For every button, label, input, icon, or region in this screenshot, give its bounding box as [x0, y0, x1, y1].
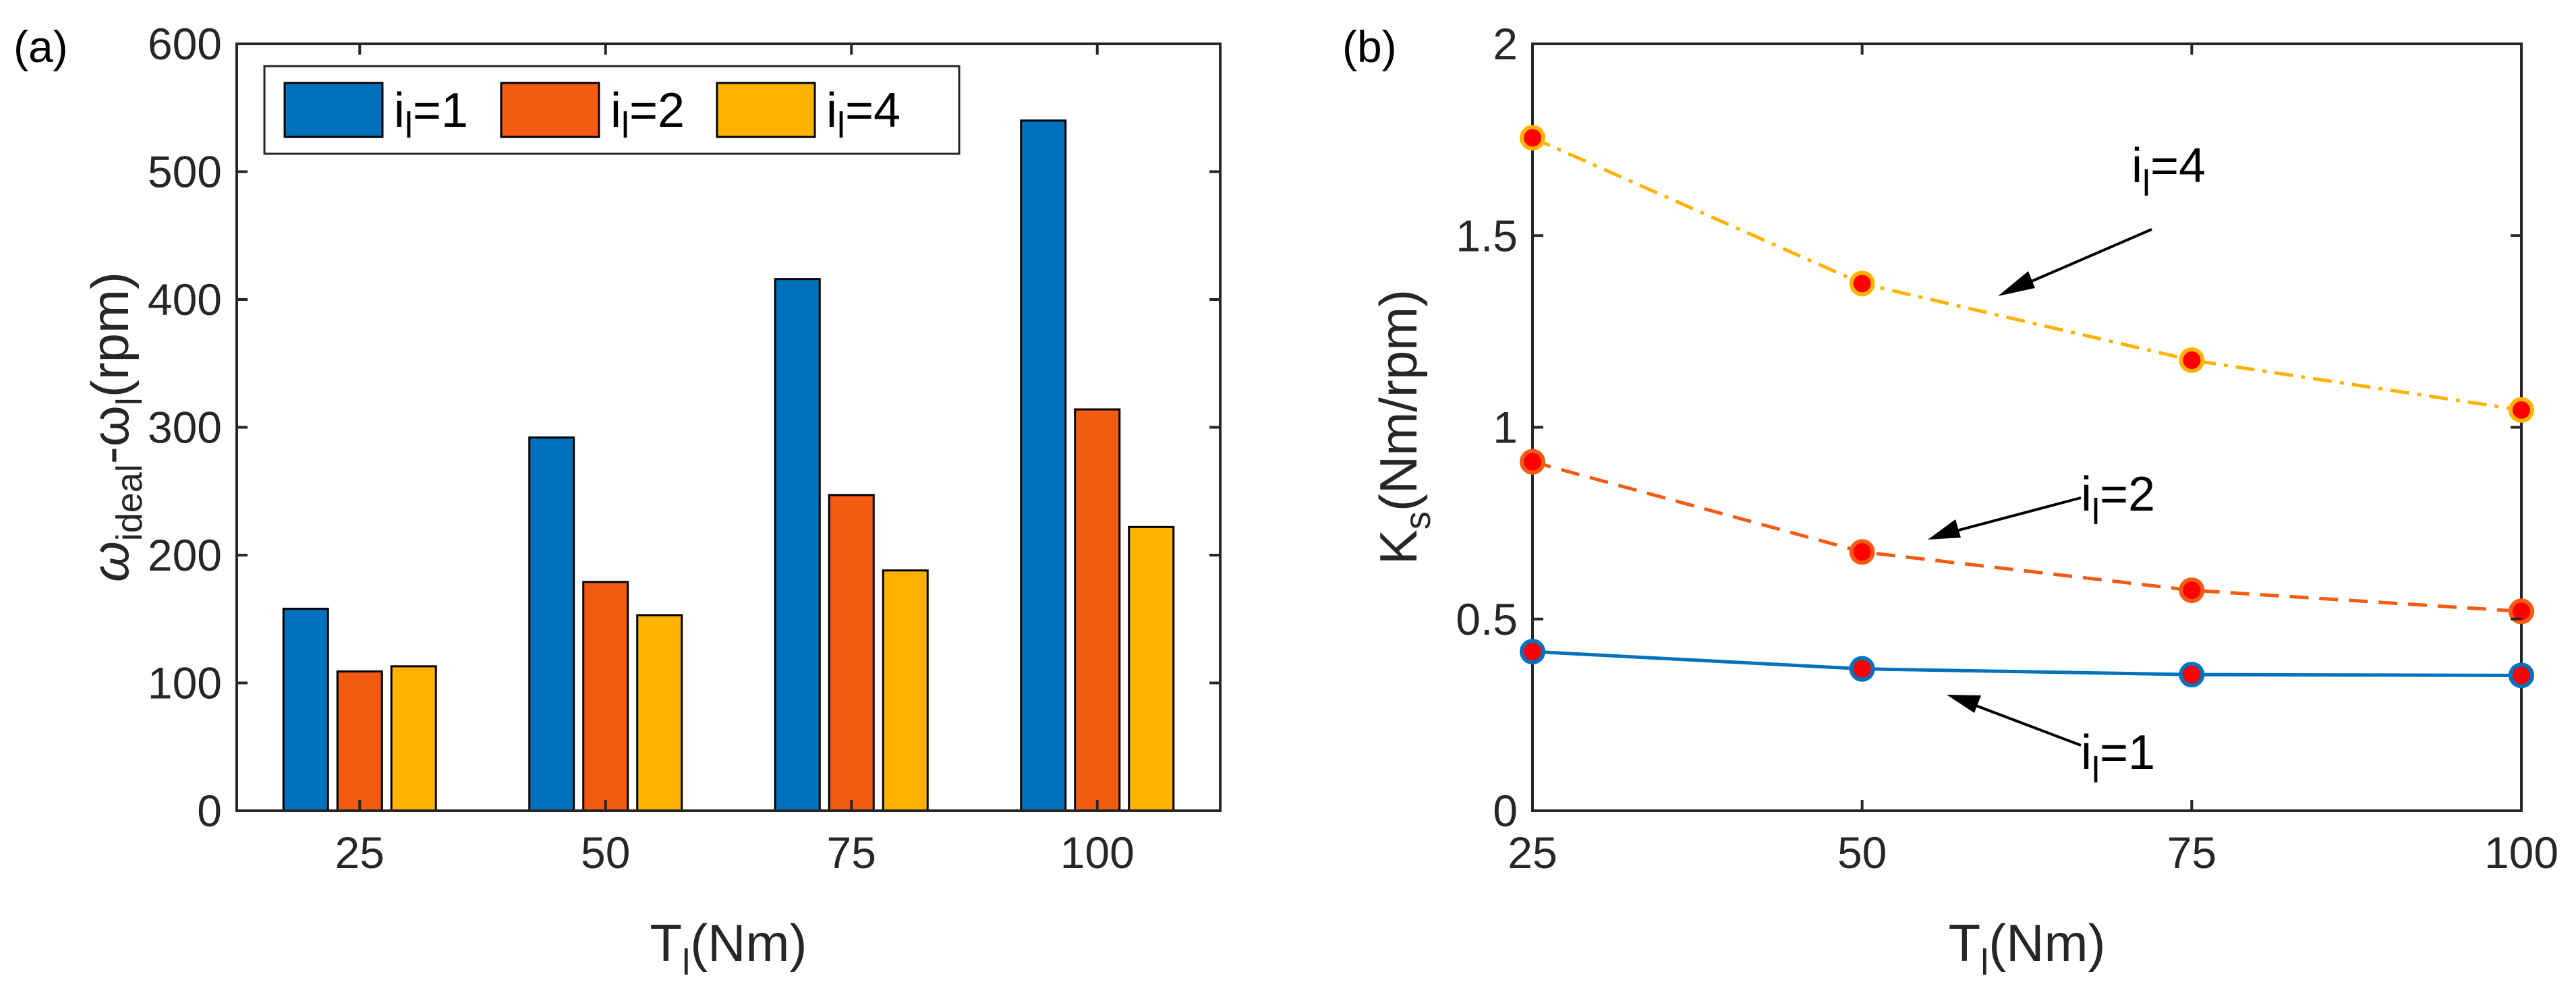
marker-i4-50	[1849, 270, 1875, 297]
y-tick-label-a-400: 400	[148, 275, 222, 324]
annotations: il=4 il=2 il=1	[1928, 139, 2206, 791]
xlabel-a-sub: l	[682, 942, 690, 983]
bar-i1-25	[282, 608, 329, 812]
x-tick-label-a-50: 50	[581, 828, 630, 878]
bar-i2-50	[582, 581, 629, 812]
marker-i2-50	[1849, 539, 1875, 565]
series-markers	[1520, 125, 2534, 689]
y-tick-label-a-0: 0	[197, 786, 222, 836]
legend-swatch-2	[500, 82, 600, 138]
x-tick-label-b-100: 100	[2484, 828, 2558, 878]
ylabel-b-sub: s	[1398, 511, 1438, 529]
ylabel-a-sub1: ideal	[109, 464, 150, 541]
marker-i4-25	[1520, 125, 1545, 151]
y-axis-ticks-b: 0 0.5 1 1.5 2	[1456, 19, 2521, 836]
annotation-arrowhead-i1	[1947, 695, 1981, 713]
x-axis-label-a: Tl(Nm)	[650, 913, 807, 983]
xlabel-b-sub: l	[1980, 942, 1988, 983]
series-line-i2	[1532, 460, 2522, 613]
x-tick-label-b-25: 25	[1508, 828, 1557, 878]
panel-label-b: (b)	[1342, 22, 1397, 71]
bar-chart-panel: (a) 0 100 200 300 400 500 600 25 50 75 100 ωideal…	[13, 19, 1222, 983]
y-axis-label-b: Ks(Nm/rpm)	[1369, 289, 1438, 565]
bar-i4-100	[1128, 525, 1175, 812]
series-line-i4	[1531, 136, 2522, 412]
legend-swatch-3	[716, 82, 816, 138]
y-tick-label-b-2: 2	[1493, 19, 1518, 69]
marker-i1-100	[2509, 662, 2534, 689]
ylabel-a-rest: (rpm)	[80, 272, 140, 397]
y-tick-label-b-0: 0	[1493, 786, 1518, 836]
annotation-label-i2: il=2	[2081, 467, 2155, 532]
legend-label-3: il=4	[826, 84, 900, 146]
y-tick-label-b-0.5: 0.5	[1456, 594, 1518, 644]
annotation-arrowhead-i4	[1998, 271, 2035, 296]
x-axis-ticks-b: 25 50 75 100	[1508, 44, 2558, 878]
ylabel-b-main: K	[1369, 529, 1428, 565]
y-tick-label-a-600: 600	[148, 19, 222, 69]
panel-label-a: (a)	[13, 22, 68, 71]
marker-i2-100	[2509, 598, 2534, 625]
legend-label-2: il=2	[610, 84, 685, 146]
marker-i1-25	[1520, 639, 1545, 665]
marker-i2-25	[1520, 449, 1545, 475]
y-tick-label-b-1: 1	[1493, 403, 1518, 453]
bar-i1-100	[1020, 119, 1067, 812]
y-axis-label-a: ωideal-ωl(rpm)	[80, 272, 150, 582]
legend-label-1: il=1	[394, 84, 468, 146]
y-tick-label-a-100: 100	[148, 658, 222, 708]
x-tick-label-a-100: 100	[1060, 828, 1135, 878]
series-line-i1	[1532, 650, 2522, 677]
ylabel-b-rest: (Nm/rpm)	[1369, 289, 1428, 511]
xlabel-a-rest: (Nm)	[690, 913, 807, 973]
x-tick-label-b-50: 50	[1837, 828, 1887, 878]
marker-i2-75	[2179, 577, 2205, 604]
annotation-arrowhead-i2	[1928, 519, 1961, 540]
x-tick-label-a-25: 25	[335, 828, 384, 878]
x-tick-label-a-75: 75	[827, 828, 876, 878]
y-tick-label-b-1.5: 1.5	[1456, 210, 1518, 260]
marker-i4-75	[2179, 347, 2205, 374]
x-axis-label-b: Tl(Nm)	[1949, 913, 2106, 983]
marker-i1-50	[1849, 656, 1875, 682]
bar-i4-50	[636, 614, 683, 812]
x-tick-label-b-75: 75	[2167, 828, 2216, 878]
series-lines	[1531, 136, 2522, 677]
xlabel-b-rest: (Nm)	[1988, 913, 2105, 973]
ylabel-a-sym1: ω	[80, 541, 140, 582]
annotation-arrow-i2	[1935, 496, 2082, 538]
bar-i4-75	[882, 569, 929, 812]
bar-i2-25	[336, 670, 383, 812]
y-axis-ticks-a: 0 100 200 300 400 500 600	[148, 19, 1220, 836]
y-tick-label-a-300: 300	[148, 403, 222, 453]
annotation-label-i4: il=4	[2131, 139, 2206, 204]
bar-group	[282, 119, 1175, 812]
ylabel-a-mid: -ω	[80, 405, 140, 464]
ylabel-a-sub2: l	[109, 397, 150, 405]
bar-i1-50	[528, 436, 575, 812]
bar-i2-75	[828, 494, 875, 812]
y-tick-label-a-200: 200	[148, 530, 222, 580]
marker-i1-75	[2179, 662, 2205, 688]
x-axis-ticks-a: 25 50 75 100	[335, 44, 1135, 878]
y-tick-label-a-500: 500	[148, 147, 222, 197]
marker-i4-100	[2509, 397, 2534, 423]
legend: il=1 il=2 il=4	[263, 65, 961, 155]
bar-i2-100	[1074, 408, 1121, 812]
xlabel-b-main: T	[1949, 913, 1981, 973]
bar-i1-75	[774, 278, 821, 812]
legend-swatch-1	[283, 82, 384, 138]
line-chart-panel: (b) 00.511.52 25 50 75 100 Ks(Nm/rpm) Tl(Nm…	[1342, 19, 2558, 983]
xlabel-a-main: T	[650, 913, 683, 973]
bar-i4-25	[390, 665, 437, 812]
annotation-label-i1: il=1	[2081, 726, 2155, 791]
